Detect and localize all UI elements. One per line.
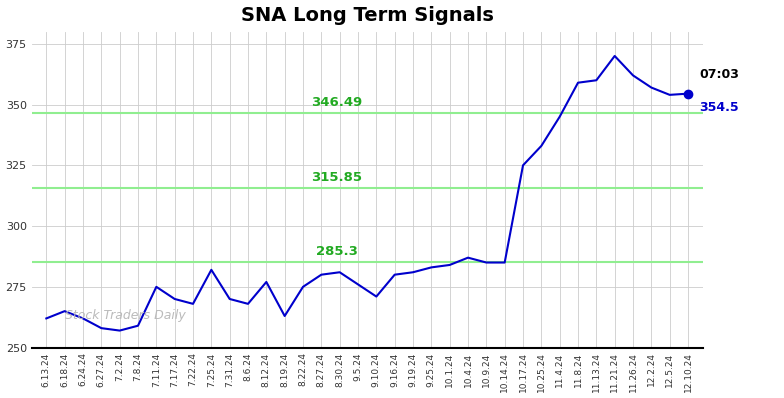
Title: SNA Long Term Signals: SNA Long Term Signals — [241, 6, 494, 25]
Text: 315.85: 315.85 — [311, 171, 362, 184]
Text: 285.3: 285.3 — [316, 245, 358, 258]
Text: 07:03: 07:03 — [699, 68, 739, 82]
Point — [682, 90, 695, 97]
Text: 354.5: 354.5 — [699, 101, 739, 114]
Text: 346.49: 346.49 — [311, 96, 362, 109]
Text: Stock Traders Daily: Stock Traders Daily — [65, 309, 186, 322]
